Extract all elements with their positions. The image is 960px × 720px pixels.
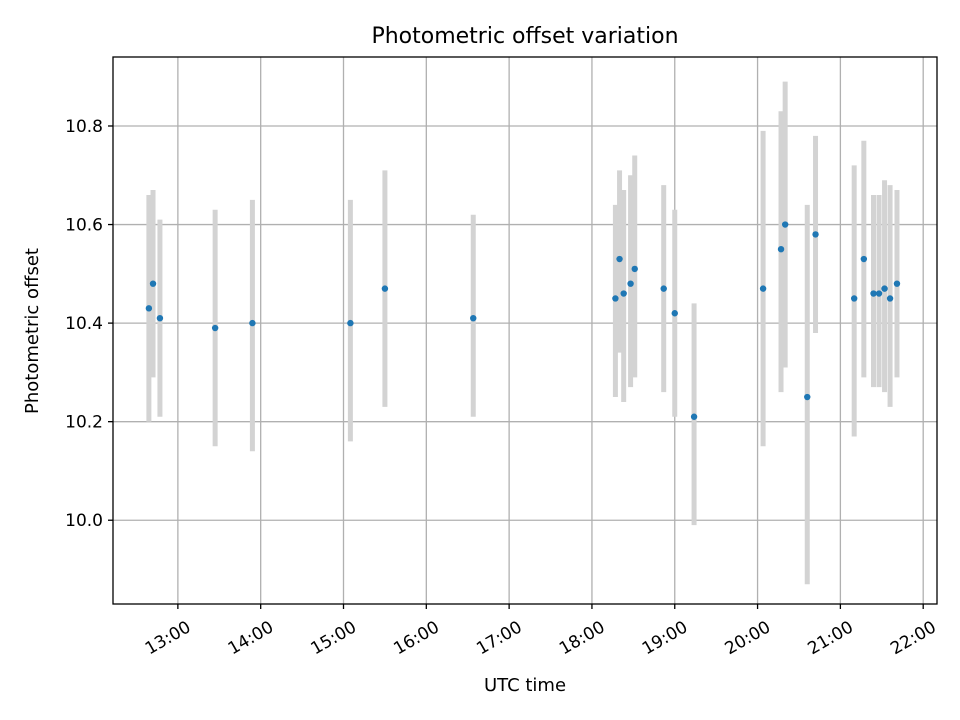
data-point bbox=[804, 393, 811, 401]
data-point bbox=[870, 290, 877, 297]
data-point bbox=[875, 290, 883, 297]
data-point bbox=[211, 324, 219, 332]
data-point bbox=[690, 413, 698, 420]
y-tick-label: 10.0 bbox=[65, 511, 103, 531]
data-point bbox=[620, 290, 627, 297]
data-point bbox=[671, 310, 678, 317]
data-point bbox=[627, 280, 634, 287]
plot-frame bbox=[112, 56, 938, 605]
data-point bbox=[347, 319, 354, 327]
data-point bbox=[612, 295, 619, 302]
y-tick-label: 10.2 bbox=[65, 413, 103, 433]
data-point bbox=[149, 280, 157, 287]
data-points bbox=[145, 221, 901, 420]
data-point bbox=[381, 285, 389, 292]
data-point bbox=[631, 265, 638, 273]
data-point bbox=[249, 319, 256, 327]
y-tick-label: 10.4 bbox=[65, 314, 103, 334]
data-point bbox=[660, 285, 667, 292]
y-tick-label: 10.6 bbox=[65, 216, 103, 236]
data-point bbox=[881, 285, 888, 292]
data-point bbox=[893, 280, 901, 287]
data-point bbox=[812, 231, 819, 238]
data-point bbox=[145, 305, 153, 312]
data-point bbox=[156, 314, 164, 322]
chart-title: Photometric offset variation bbox=[371, 24, 678, 49]
data-point bbox=[781, 221, 789, 228]
data-point bbox=[860, 255, 868, 263]
y-tick-label: 10.8 bbox=[65, 117, 103, 137]
data-point bbox=[470, 314, 477, 322]
data-point bbox=[759, 285, 767, 292]
data-point bbox=[850, 295, 858, 302]
data-point bbox=[616, 255, 623, 263]
data-point bbox=[777, 245, 785, 253]
data-point bbox=[886, 295, 894, 302]
x-axis-label: UTC time bbox=[484, 675, 566, 696]
y-axis-label: Photometric offset bbox=[22, 248, 43, 414]
